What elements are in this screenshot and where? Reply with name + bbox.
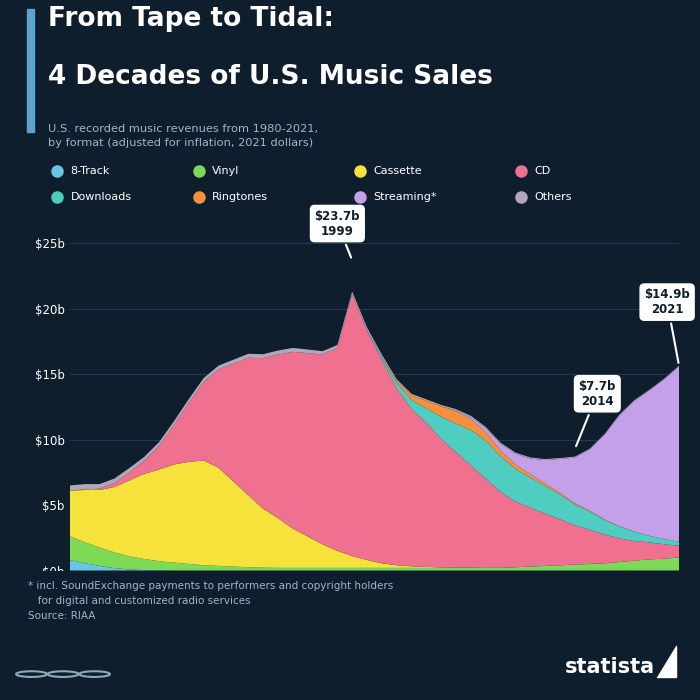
Bar — [27, 8, 34, 132]
Text: Others: Others — [534, 193, 572, 202]
Polygon shape — [657, 645, 675, 677]
Polygon shape — [657, 645, 675, 677]
Text: Vinyl: Vinyl — [212, 166, 239, 176]
Text: Streaming*: Streaming* — [373, 193, 437, 202]
Text: 4 Decades of U.S. Music Sales: 4 Decades of U.S. Music Sales — [48, 64, 493, 90]
Text: U.S. recorded music revenues from 1980-2021,
by format (adjusted for inflation, : U.S. recorded music revenues from 1980-2… — [48, 124, 318, 148]
Text: $7.7b
2014: $7.7b 2014 — [576, 379, 616, 446]
Text: Ringtones: Ringtones — [212, 193, 268, 202]
Text: $23.7b
1999: $23.7b 1999 — [314, 209, 360, 258]
Text: Downloads: Downloads — [71, 193, 132, 202]
Text: $14.9b
2021: $14.9b 2021 — [644, 288, 690, 363]
Text: From Tape to Tidal:: From Tape to Tidal: — [48, 6, 334, 32]
Text: CD: CD — [534, 166, 550, 176]
Text: * incl. SoundExchange payments to performers and copyright holders
   for digita: * incl. SoundExchange payments to perfor… — [28, 581, 393, 622]
Text: statista: statista — [564, 657, 654, 677]
Text: 8-Track: 8-Track — [71, 166, 110, 176]
Text: Cassette: Cassette — [373, 166, 421, 176]
